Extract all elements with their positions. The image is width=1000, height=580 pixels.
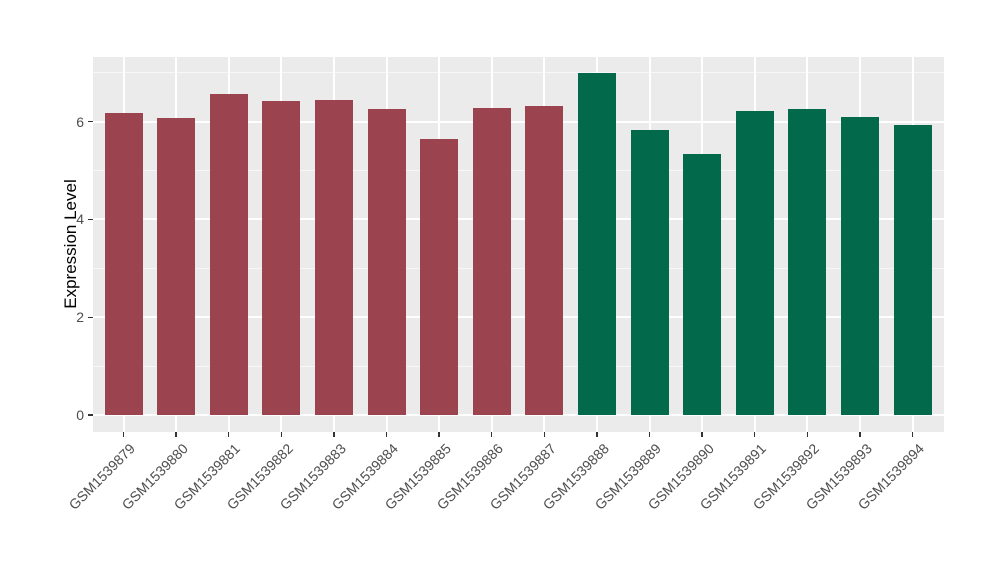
x-tick-mark-GSM1539885 bbox=[438, 432, 440, 437]
x-tick-mark-GSM1539884 bbox=[385, 432, 388, 437]
gridline-major-y6 bbox=[93, 120, 944, 123]
gridline-minor-y5 bbox=[93, 170, 944, 171]
y-tick-mark-0 bbox=[88, 414, 93, 416]
y-tick-mark-4 bbox=[88, 218, 93, 221]
x-tick-mark-GSM1539881 bbox=[228, 432, 230, 437]
x-tick-mark-GSM1539886 bbox=[491, 432, 493, 437]
bar-GSM1539879 bbox=[104, 112, 143, 415]
gridline-minor-y7 bbox=[93, 72, 944, 74]
bar-GSM1539889 bbox=[630, 129, 669, 415]
y-tick-label-2: 2 bbox=[76, 309, 84, 326]
bar-GSM1539880 bbox=[157, 117, 196, 415]
bar-GSM1539888 bbox=[577, 72, 616, 415]
x-tick-mark-GSM1539891 bbox=[754, 432, 756, 437]
x-tick-mark-GSM1539889 bbox=[648, 432, 651, 437]
bar-GSM1539881 bbox=[209, 94, 248, 415]
bar-GSM1539886 bbox=[472, 107, 511, 415]
bar-GSM1539893 bbox=[840, 116, 879, 415]
gridline-major-y0 bbox=[93, 414, 944, 416]
y-tick-label-0: 0 bbox=[76, 407, 84, 423]
bar-GSM1539884 bbox=[367, 109, 406, 415]
bar-GSM1539892 bbox=[788, 108, 827, 415]
bar-GSM1539887 bbox=[525, 105, 564, 415]
x-tick-mark-GSM1539893 bbox=[859, 432, 861, 437]
bar-GSM1539891 bbox=[735, 110, 774, 415]
x-tick-mark-GSM1539887 bbox=[543, 432, 545, 437]
y-tick-mark-6 bbox=[88, 120, 93, 123]
gridline-minor-y1 bbox=[93, 365, 944, 367]
x-tick-mark-GSM1539890 bbox=[701, 432, 703, 437]
bar-GSM1539883 bbox=[314, 99, 353, 415]
y-tick-label-4: 4 bbox=[76, 211, 84, 228]
plot-panel bbox=[93, 57, 944, 432]
y-tick-mark-2 bbox=[88, 316, 93, 318]
x-tick-mark-GSM1539879 bbox=[122, 432, 125, 437]
bar-GSM1539882 bbox=[262, 101, 301, 415]
x-tick-mark-GSM1539882 bbox=[280, 432, 282, 437]
x-tick-mark-GSM1539894 bbox=[911, 432, 914, 437]
gridline-major-y4 bbox=[93, 218, 944, 221]
gridline-major-y2 bbox=[93, 316, 944, 319]
y-tick-label-6: 6 bbox=[76, 113, 84, 130]
x-tick-mark-GSM1539883 bbox=[333, 432, 335, 437]
bar-GSM1539894 bbox=[893, 125, 932, 415]
y-axis-title: Expression Level bbox=[61, 179, 80, 309]
bar-GSM1539890 bbox=[683, 154, 722, 415]
gridline-minor-y3 bbox=[93, 267, 944, 269]
x-tick-mark-GSM1539892 bbox=[806, 432, 808, 437]
bar-GSM1539885 bbox=[420, 138, 459, 415]
x-tick-mark-GSM1539880 bbox=[175, 432, 177, 437]
x-tick-mark-GSM1539888 bbox=[596, 432, 598, 437]
